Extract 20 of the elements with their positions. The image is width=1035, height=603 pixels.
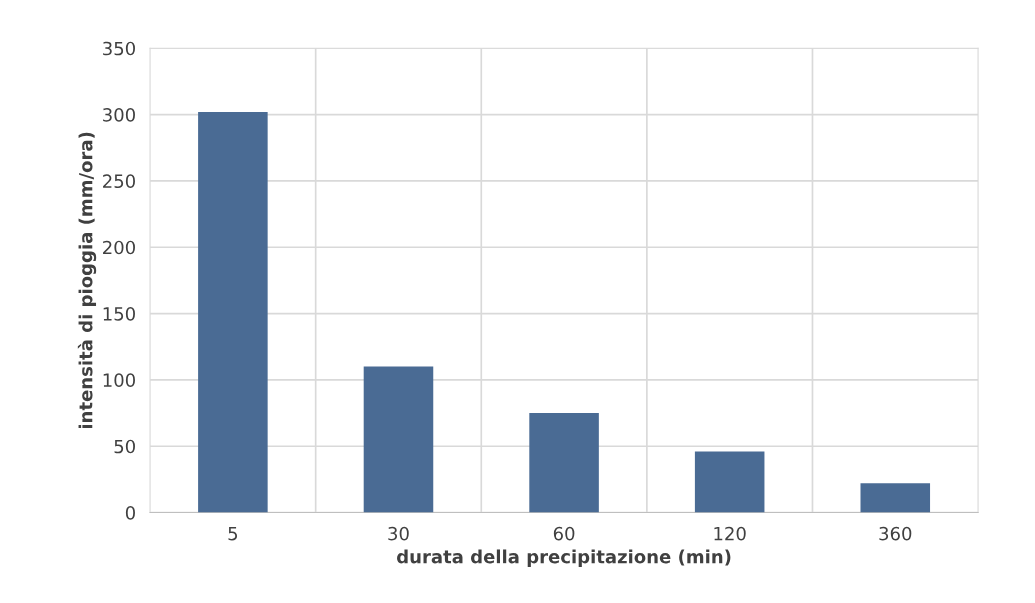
x-axis-title: durata della precipitazione (min)	[397, 549, 731, 567]
x-tick-label: 30	[388, 526, 409, 541]
bar	[860, 483, 931, 513]
y-tick-label: 50	[114, 439, 135, 454]
y-axis-title: intensità di pioggia (mm/ora)	[77, 132, 97, 429]
y-tick-label: 150	[103, 307, 135, 321]
x-tick-label: 60	[553, 526, 575, 541]
y-tick-label: 350	[103, 41, 135, 56]
bar	[363, 366, 434, 513]
y-tick-label: 100	[103, 373, 135, 388]
y-tick-label: 200	[103, 240, 135, 255]
bar	[529, 413, 599, 513]
y-tick-label: 300	[103, 108, 135, 122]
bar	[694, 451, 765, 513]
y-tick-label: 250	[103, 174, 135, 189]
y-tick-label: 0	[125, 506, 135, 520]
x-tick-label: 360	[879, 526, 912, 541]
x-tick-label: 5	[228, 526, 238, 541]
bar	[198, 111, 268, 513]
x-tick-label: 120	[714, 526, 746, 541]
